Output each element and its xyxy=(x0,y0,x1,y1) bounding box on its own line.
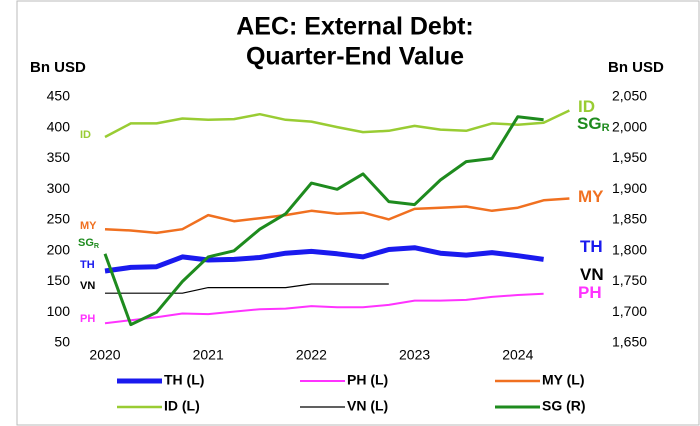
series-label: MY xyxy=(80,220,97,232)
series-label: SGR xyxy=(577,114,610,133)
series-label: PH xyxy=(80,313,95,325)
legend-label: MY (L) xyxy=(542,372,585,388)
y-tick-label: 100 xyxy=(47,303,71,319)
chart-title: AEC: External Debt: xyxy=(236,13,474,41)
x-tick-label: 2022 xyxy=(296,347,327,363)
chart-title: Quarter-End Value xyxy=(246,43,464,71)
legend-label: VN (L) xyxy=(347,398,388,414)
series-line xyxy=(104,197,570,235)
y2-tick-label: 1,800 xyxy=(612,241,647,257)
series-label-sub: R xyxy=(94,242,100,250)
series-label: SGR xyxy=(78,237,100,250)
series-label: VN xyxy=(580,265,604,284)
x-tick-label: 2023 xyxy=(399,347,430,363)
series-line xyxy=(104,109,570,139)
y2-axis-label: Bn USD xyxy=(608,59,664,76)
series-label-sub: R xyxy=(602,122,610,134)
series-label-text: VN xyxy=(580,265,604,284)
series-label: ID xyxy=(80,129,91,141)
x-tick-label: 2024 xyxy=(502,347,533,363)
series-label-text: TH xyxy=(580,237,603,256)
series-label-text: SG xyxy=(78,237,94,249)
y2-tick-label: 1,700 xyxy=(612,303,647,319)
y2-tick-label: 1,950 xyxy=(612,149,647,165)
series-label-text: MY xyxy=(80,220,97,232)
y2-tick-label: 1,900 xyxy=(612,180,647,196)
y2-tick-label: 1,750 xyxy=(612,272,647,288)
y-tick-label: 300 xyxy=(47,180,71,196)
series-label: PH xyxy=(578,283,602,302)
series-label-text: ID xyxy=(80,129,91,141)
legend-label: PH (L) xyxy=(347,372,388,388)
series-line xyxy=(105,283,389,294)
x-tick-label: 2021 xyxy=(193,347,224,363)
legend-label: ID (L) xyxy=(164,398,200,414)
series-label-text: PH xyxy=(80,313,95,325)
legend-label: SG (R) xyxy=(542,398,586,414)
series-label-text: PH xyxy=(578,283,602,302)
series-label-text: VN xyxy=(80,280,95,292)
series-label: VN xyxy=(80,280,95,292)
series-label-text: MY xyxy=(578,187,604,206)
y-tick-label: 400 xyxy=(47,118,71,134)
y-tick-label: 350 xyxy=(47,149,71,165)
series-label: ID xyxy=(578,97,595,116)
y-tick-label: 450 xyxy=(47,88,71,104)
series-label-text: SG xyxy=(577,114,602,133)
legend-label: TH (L) xyxy=(164,372,204,388)
series-label: MY xyxy=(578,187,604,206)
series-label: TH xyxy=(580,237,603,256)
series-label-text: TH xyxy=(80,259,95,271)
y-axis-label: Bn USD xyxy=(30,59,86,76)
y-tick-label: 50 xyxy=(54,334,70,350)
series-line xyxy=(104,292,544,325)
y2-tick-label: 1,650 xyxy=(612,334,647,350)
y-tick-label: 200 xyxy=(47,241,71,257)
y-tick-label: 250 xyxy=(47,211,71,227)
series-line xyxy=(103,115,544,327)
series-label-text: ID xyxy=(578,97,595,116)
series-line xyxy=(104,245,544,274)
x-tick-label: 2020 xyxy=(89,347,120,363)
y2-tick-label: 1,850 xyxy=(612,211,647,227)
y2-tick-label: 2,050 xyxy=(612,88,647,104)
y-tick-label: 150 xyxy=(47,272,71,288)
series-label: TH xyxy=(80,259,95,271)
y2-tick-label: 2,000 xyxy=(612,118,647,134)
